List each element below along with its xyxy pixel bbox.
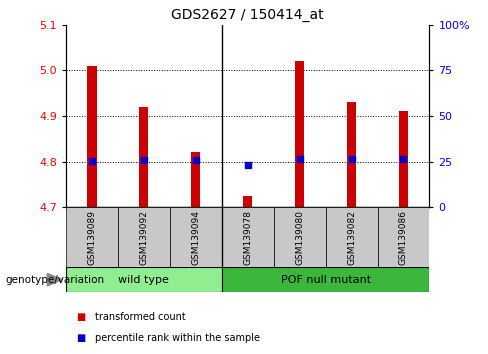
Bar xyxy=(66,267,222,292)
Bar xyxy=(222,207,274,267)
Title: GDS2627 / 150414_at: GDS2627 / 150414_at xyxy=(171,8,324,22)
Bar xyxy=(87,66,97,207)
Bar xyxy=(222,267,429,292)
Text: ■: ■ xyxy=(76,333,85,343)
Text: GSM139078: GSM139078 xyxy=(243,210,252,265)
Text: wild type: wild type xyxy=(119,275,169,285)
Bar xyxy=(191,152,201,207)
Bar xyxy=(66,207,118,267)
Text: percentile rank within the sample: percentile rank within the sample xyxy=(95,333,260,343)
Text: GSM139092: GSM139092 xyxy=(139,210,148,265)
Text: GSM139080: GSM139080 xyxy=(295,210,304,265)
Bar xyxy=(274,207,325,267)
Text: GSM139082: GSM139082 xyxy=(347,210,356,265)
Bar xyxy=(243,196,252,207)
Bar xyxy=(118,207,170,267)
Bar xyxy=(325,207,378,267)
Bar xyxy=(399,112,408,207)
Text: transformed count: transformed count xyxy=(95,312,186,322)
Text: GSM139089: GSM139089 xyxy=(87,210,96,265)
Text: genotype/variation: genotype/variation xyxy=(5,275,104,285)
Bar xyxy=(378,207,429,267)
Bar xyxy=(139,107,148,207)
Bar xyxy=(170,207,222,267)
Text: GSM139086: GSM139086 xyxy=(399,210,408,265)
Bar xyxy=(295,61,305,207)
Text: POF null mutant: POF null mutant xyxy=(281,275,370,285)
Polygon shape xyxy=(47,273,62,286)
Text: GSM139094: GSM139094 xyxy=(191,210,200,265)
Bar xyxy=(347,102,356,207)
Text: ■: ■ xyxy=(76,312,85,322)
